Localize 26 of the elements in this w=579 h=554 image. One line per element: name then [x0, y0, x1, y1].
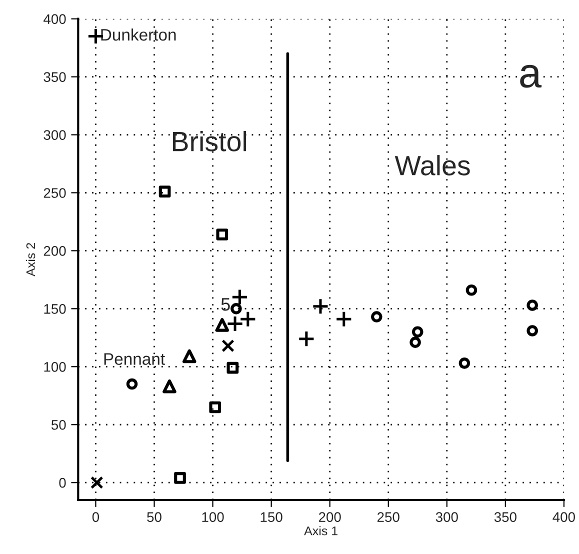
x-tick-label: 100: [202, 512, 224, 522]
x-tick-label: 300: [436, 512, 458, 522]
y-tick-label: 400: [44, 14, 66, 24]
x-tick-label: 50: [147, 512, 162, 522]
x-tick-label: 0: [92, 512, 100, 522]
y-tick-label: 350: [44, 72, 66, 82]
y-tick-label: 250: [44, 188, 66, 198]
x-tick-label: 350: [494, 512, 516, 522]
y-tick-label: 50: [51, 420, 66, 430]
y-tick-label: 300: [44, 130, 66, 140]
y-tick-label: 150: [44, 304, 66, 314]
x-tick-label: 150: [260, 512, 282, 522]
x-tick-label: 250: [377, 512, 400, 522]
y-tick-label: 0: [59, 478, 66, 488]
annotation: Pennant: [104, 353, 165, 365]
x-tick-label: 400: [552, 512, 575, 522]
annotation: Dunkerton: [101, 28, 176, 41]
y-axis-title: Axis 2: [26, 243, 36, 276]
x-tick-label: 200: [318, 512, 341, 522]
x-axis-title: Axis 1: [304, 526, 338, 536]
annotation: a: [520, 64, 542, 88]
annotation: Bristol: [173, 130, 246, 152]
y-tick-label: 200: [44, 246, 66, 256]
y-tick-label: 100: [44, 362, 66, 372]
annotation: 5: [221, 298, 230, 311]
annotation: Wales: [394, 155, 470, 176]
